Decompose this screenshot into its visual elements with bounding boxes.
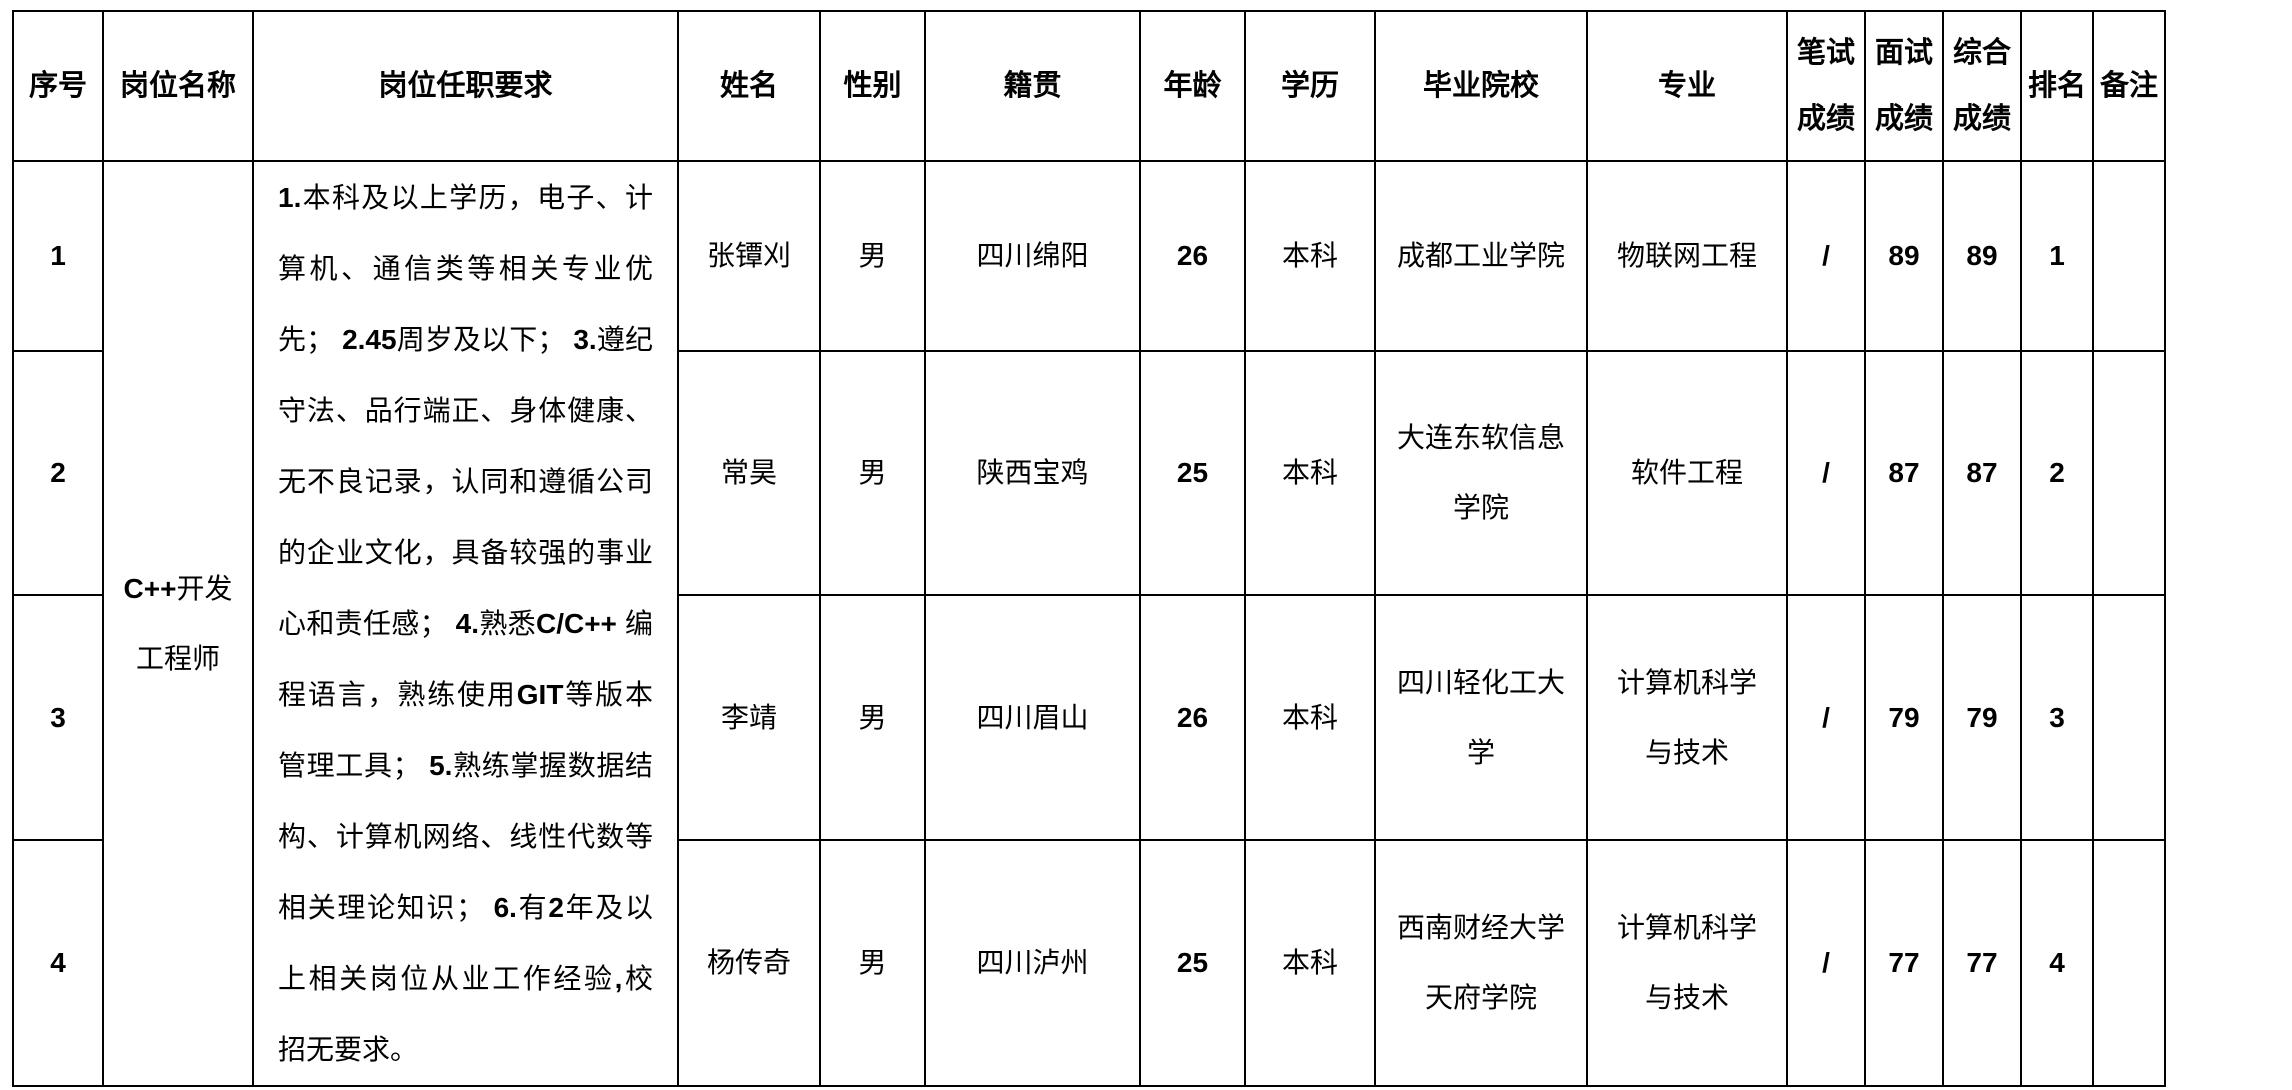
cell-major: 计算机科学 与技术 <box>1586 594 1788 842</box>
cell-name: 杨传奇 <box>677 839 821 1087</box>
cell-gender: 男 <box>819 594 926 842</box>
cell-age: 26 <box>1139 160 1246 352</box>
header-origin: 籍贯 <box>924 10 1141 162</box>
table-row: 1 C++开发 工程师 1.本科及以上学历，电子、计 算机、通信类等相关专业优 先； … <box>12 160 2166 1087</box>
cell-age: 25 <box>1139 349 1246 597</box>
cell-education: 本科 <box>1244 160 1376 352</box>
cell-gender: 男 <box>819 160 926 352</box>
header-rank: 排名 <box>2020 10 2094 162</box>
header-education: 学历 <box>1244 10 1376 162</box>
cell-rank: 3 <box>2020 594 2094 842</box>
cell-rank: 4 <box>2020 839 2094 1087</box>
table-row: 3 李靖 男 四川眉山 26 本科 四川轻化工大学 计算机科学 与技术 / 79 … <box>12 594 2166 842</box>
cell-major: 物联网工程 <box>1586 160 1788 352</box>
header-overall-score: 综合 成绩 <box>1942 10 2022 162</box>
cell-age: 26 <box>1139 594 1246 842</box>
cell-gender: 男 <box>819 349 926 597</box>
table-row: 4 杨传奇 男 四川泸州 25 本科 西南财经大学 天府学院 计算机科学 与技术 /… <box>12 839 2166 1087</box>
cell-index: 3 <box>12 594 104 842</box>
cell-remark <box>2092 594 2166 842</box>
header-name: 姓名 <box>677 10 821 162</box>
cell-written-score: / <box>1786 594 1866 842</box>
cell-name: 张镡刈 <box>677 160 821 352</box>
cell-remark <box>2092 160 2166 352</box>
candidate-score-table: 序号 岗位名称 岗位任职要求 姓名 性别 籍贯 年龄 学历 毕业院校 专业 笔试… <box>12 10 2166 1087</box>
cell-gender: 男 <box>819 839 926 1087</box>
cell-education: 本科 <box>1244 594 1376 842</box>
header-school: 毕业院校 <box>1374 10 1588 162</box>
header-position: 岗位名称 <box>102 10 254 162</box>
cell-age: 25 <box>1139 839 1246 1087</box>
cell-written-score: / <box>1786 839 1866 1087</box>
cell-name: 常昊 <box>677 349 821 597</box>
cell-name: 李靖 <box>677 594 821 842</box>
cell-index: 1 <box>12 160 104 352</box>
cell-overall-score: 77 <box>1942 839 2022 1087</box>
header-written-score: 笔试 成绩 <box>1786 10 1866 162</box>
cell-interview-score: 77 <box>1864 839 1944 1087</box>
cell-position: C++开发 工程师 <box>102 160 254 1087</box>
cell-requirements: 1.本科及以上学历，电子、计 算机、通信类等相关专业优 先； 2.45周岁及以下； … <box>252 160 679 1087</box>
header-index: 序号 <box>12 10 104 162</box>
cell-school: 成都工业学院 <box>1374 160 1588 352</box>
cell-written-score: / <box>1786 160 1866 352</box>
cell-overall-score: 89 <box>1942 160 2022 352</box>
cell-origin: 四川绵阳 <box>924 160 1141 352</box>
cell-school: 四川轻化工大学 <box>1374 594 1588 842</box>
cell-written-score: / <box>1786 349 1866 597</box>
cell-index: 4 <box>12 839 104 1087</box>
header-interview-score: 面试 成绩 <box>1864 10 1944 162</box>
header-remark: 备注 <box>2092 10 2166 162</box>
cell-overall-score: 79 <box>1942 594 2022 842</box>
header-row: 序号 岗位名称 岗位任职要求 姓名 性别 籍贯 年龄 学历 毕业院校 专业 笔试… <box>12 10 2166 162</box>
header-age: 年龄 <box>1139 10 1246 162</box>
header-major: 专业 <box>1586 10 1788 162</box>
cell-major: 软件工程 <box>1586 349 1788 597</box>
cell-origin: 四川泸州 <box>924 839 1141 1087</box>
cell-overall-score: 87 <box>1942 349 2022 597</box>
cell-interview-score: 87 <box>1864 349 1944 597</box>
cell-education: 本科 <box>1244 839 1376 1087</box>
cell-school: 大连东软信息 学院 <box>1374 349 1588 597</box>
header-gender: 性别 <box>819 10 926 162</box>
cell-index: 2 <box>12 349 104 597</box>
cell-school: 西南财经大学 天府学院 <box>1374 839 1588 1087</box>
cell-rank: 2 <box>2020 349 2094 597</box>
cell-origin: 陕西宝鸡 <box>924 349 1141 597</box>
cell-interview-score: 79 <box>1864 594 1944 842</box>
table-row: 2 常昊 男 陕西宝鸡 25 本科 大连东软信息 学院 软件工程 / 87 87 … <box>12 349 2166 597</box>
cell-origin: 四川眉山 <box>924 594 1141 842</box>
cell-major: 计算机科学 与技术 <box>1586 839 1788 1087</box>
cell-remark <box>2092 349 2166 597</box>
header-requirements: 岗位任职要求 <box>252 10 679 162</box>
cell-remark <box>2092 839 2166 1087</box>
cell-education: 本科 <box>1244 349 1376 597</box>
cell-rank: 1 <box>2020 160 2094 352</box>
cell-interview-score: 89 <box>1864 160 1944 352</box>
